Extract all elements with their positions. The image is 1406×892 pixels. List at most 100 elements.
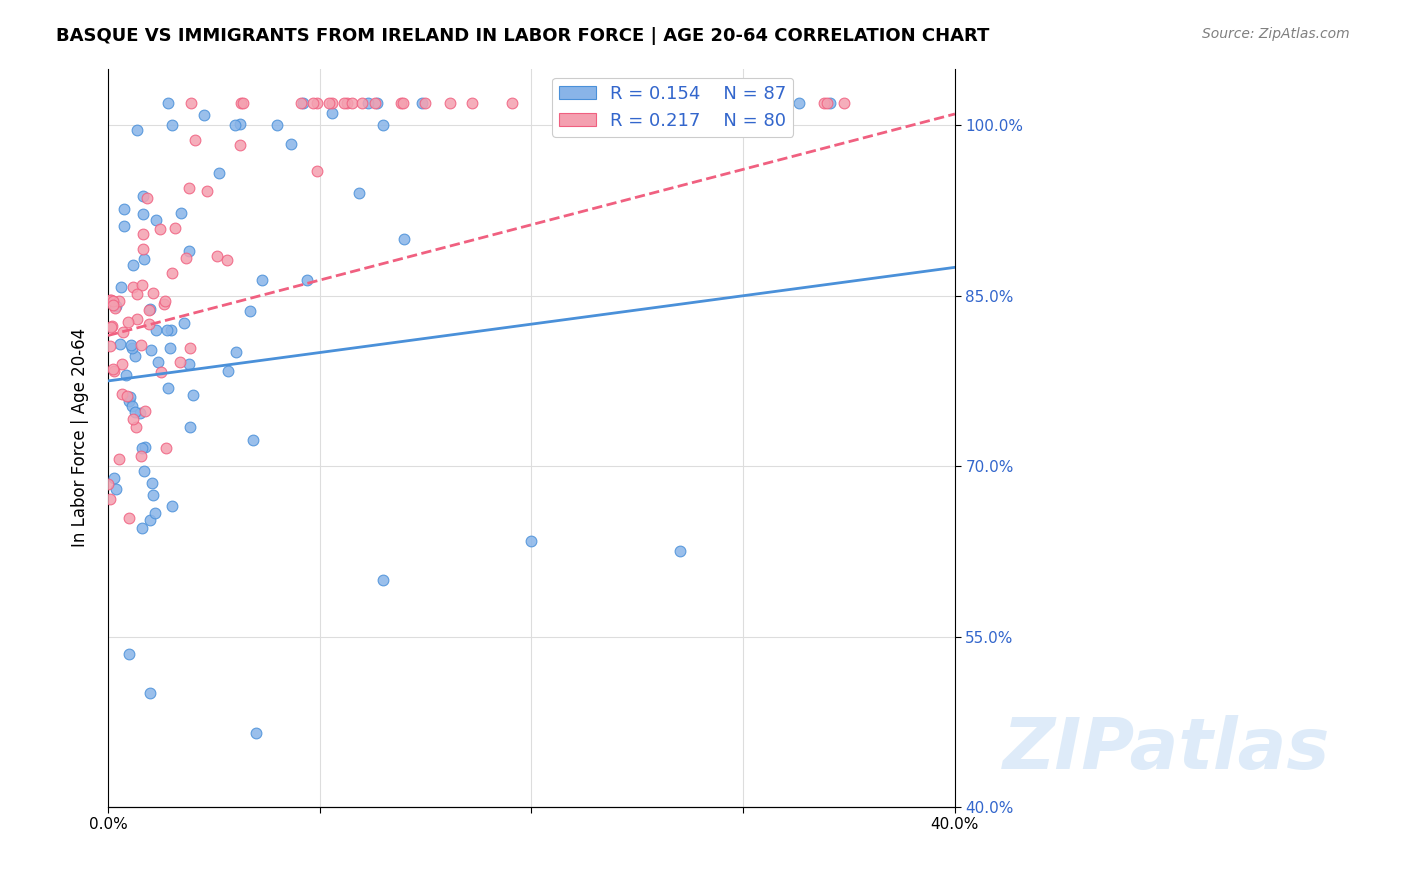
- Legend: R = 0.154    N = 87, R = 0.217    N = 80: R = 0.154 N = 87, R = 0.217 N = 80: [553, 78, 793, 137]
- Point: [132, 207, 155, 221]
- Point: [129, 406, 152, 420]
- Point: [131, 227, 153, 241]
- Point: [633, 95, 655, 110]
- Point: [163, 221, 186, 235]
- Point: [602, 95, 624, 110]
- Point: [239, 303, 262, 318]
- Point: [702, 95, 724, 110]
- Point: [702, 95, 724, 110]
- Point: [520, 534, 543, 549]
- Point: [156, 323, 179, 337]
- Point: [645, 95, 668, 110]
- Point: [184, 133, 207, 147]
- Point: [125, 312, 148, 326]
- Point: [169, 355, 191, 369]
- Point: [815, 95, 838, 110]
- Point: [150, 366, 173, 380]
- Point: [132, 242, 155, 256]
- Point: [134, 404, 156, 418]
- Point: [101, 362, 124, 376]
- Y-axis label: In Labor Force | Age 20-64: In Labor Force | Age 20-64: [72, 328, 89, 548]
- Point: [787, 95, 810, 110]
- Point: [143, 506, 166, 520]
- Point: [121, 399, 143, 413]
- Point: [702, 95, 724, 110]
- Text: Source: ZipAtlas.com: Source: ZipAtlas.com: [1202, 27, 1350, 41]
- Point: [205, 249, 228, 263]
- Point: [112, 202, 135, 217]
- Point: [122, 412, 145, 426]
- Point: [107, 452, 129, 467]
- Point: [160, 323, 183, 337]
- Point: [173, 316, 195, 330]
- Point: [357, 95, 380, 110]
- Point: [131, 277, 153, 292]
- Point: [121, 258, 143, 272]
- Point: [146, 355, 169, 369]
- Point: [132, 188, 155, 202]
- Point: [291, 95, 314, 110]
- Point: [118, 393, 141, 408]
- Point: [342, 95, 364, 110]
- Point: [100, 293, 122, 307]
- Point: [174, 251, 197, 265]
- Point: [180, 95, 202, 110]
- Point: [731, 95, 754, 110]
- Point: [305, 95, 328, 110]
- Point: [111, 387, 134, 401]
- Point: [139, 686, 162, 700]
- Point: [321, 95, 343, 110]
- Point: [117, 315, 139, 329]
- Point: [411, 95, 433, 110]
- Point: [132, 252, 155, 267]
- Point: [110, 280, 132, 294]
- Point: [127, 286, 149, 301]
- Point: [115, 368, 138, 382]
- Point: [245, 726, 267, 740]
- Point: [108, 293, 131, 308]
- Point: [111, 357, 134, 371]
- Point: [124, 349, 146, 363]
- Point: [352, 95, 374, 110]
- Point: [332, 95, 354, 110]
- Point: [591, 95, 613, 110]
- Point: [103, 294, 125, 309]
- Point: [120, 390, 142, 404]
- Point: [139, 302, 162, 317]
- Point: [98, 293, 121, 307]
- Point: [138, 317, 160, 331]
- Point: [318, 95, 340, 110]
- Point: [156, 381, 179, 395]
- Point: [389, 95, 412, 110]
- Point: [392, 95, 415, 110]
- Point: [169, 205, 191, 219]
- Point: [290, 95, 312, 110]
- Point: [153, 297, 176, 311]
- Point: [373, 118, 395, 132]
- Point: [129, 338, 152, 352]
- Point: [679, 95, 702, 110]
- Point: [373, 573, 395, 587]
- Point: [110, 337, 132, 351]
- Point: [593, 95, 616, 110]
- Point: [141, 343, 163, 358]
- Point: [217, 364, 239, 378]
- Point: [125, 123, 148, 137]
- Point: [160, 266, 183, 280]
- Point: [603, 95, 626, 110]
- Point: [121, 341, 143, 355]
- Point: [321, 106, 343, 120]
- Point: [228, 138, 250, 153]
- Point: [208, 166, 231, 180]
- Point: [301, 95, 323, 110]
- Point: [142, 488, 165, 502]
- Point: [155, 441, 177, 455]
- Point: [631, 95, 654, 110]
- Point: [135, 191, 157, 205]
- Point: [145, 323, 167, 337]
- Point: [280, 137, 302, 152]
- Point: [100, 318, 122, 333]
- Point: [394, 232, 416, 246]
- Point: [347, 186, 370, 201]
- Point: [413, 95, 436, 110]
